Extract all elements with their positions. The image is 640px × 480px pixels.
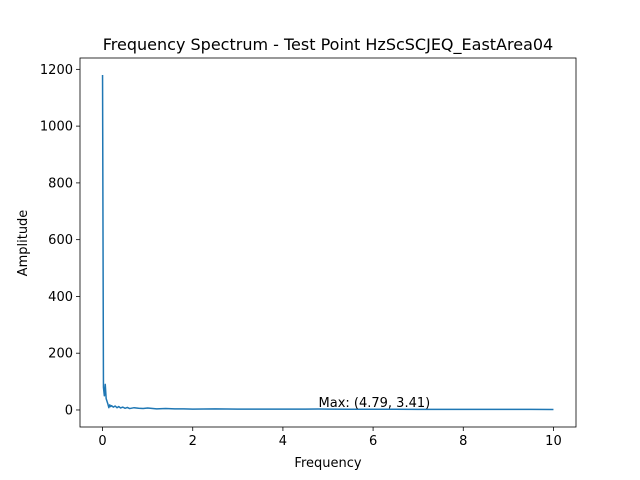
y-tick-label: 800 <box>48 176 73 191</box>
x-tick-label: 6 <box>369 434 377 449</box>
y-tick-label: 400 <box>48 290 73 305</box>
y-tick-label: 600 <box>48 233 73 248</box>
axes-frame <box>79 57 577 428</box>
x-tick-label: 0 <box>98 434 106 449</box>
x-tick-label: 4 <box>279 434 287 449</box>
series-line-0 <box>101 75 554 411</box>
x-axis-label: Frequency <box>294 456 361 471</box>
y-tick-label: 200 <box>48 347 73 362</box>
y-axis-label: Amplitude <box>16 210 31 277</box>
y-tick-label: 0 <box>65 403 73 418</box>
plot-area: 0 2 4 6 8 10 0 200 400 600 800 1000 1200 Max: (4.79, … <box>40 57 577 449</box>
x-tick-label: 2 <box>189 434 197 449</box>
y-tick-label: 1200 <box>40 63 73 78</box>
x-tick-label: 8 <box>459 434 467 449</box>
x-tick-label: 10 <box>545 434 562 449</box>
max-annotation: Max: (4.79, 3.41) <box>319 396 431 411</box>
chart-title: Frequency Spectrum - Test Point HzScSCJE… <box>103 35 553 55</box>
y-tick-label: 1000 <box>40 120 73 135</box>
